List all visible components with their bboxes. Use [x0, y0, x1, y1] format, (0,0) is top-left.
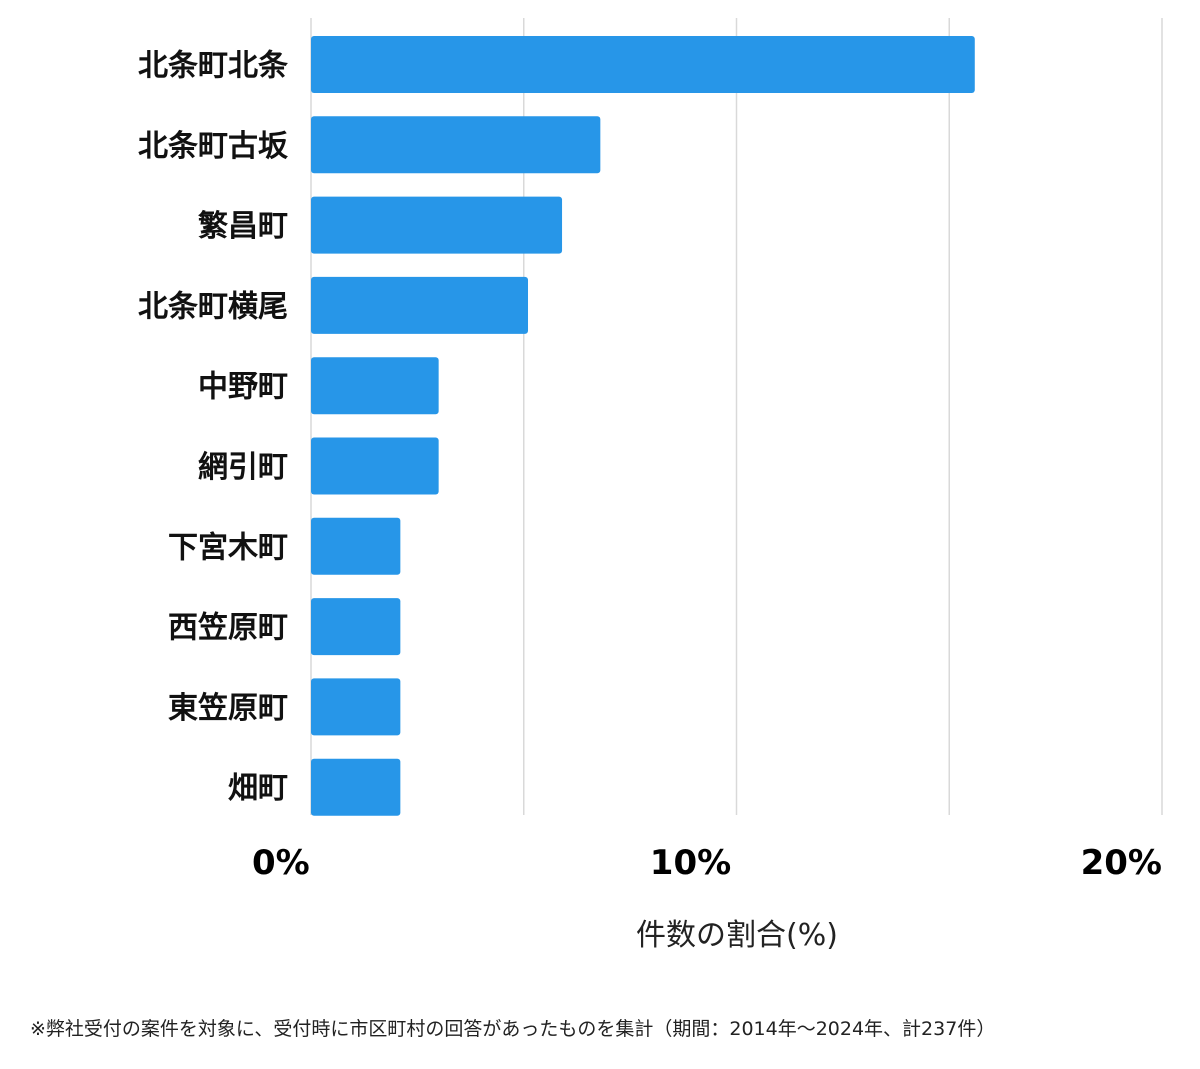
bar: [311, 437, 439, 495]
bar: [311, 678, 401, 736]
category-label: 北条町北条: [138, 49, 288, 84]
bar: [311, 116, 601, 174]
category-label: 中野町: [198, 370, 288, 405]
bar: [311, 517, 401, 575]
bar: [311, 196, 563, 254]
category-label: 北条町古坂: [138, 129, 288, 164]
category-label: 繁昌町: [198, 209, 288, 244]
category-label: 北条町横尾: [138, 289, 288, 324]
footnote: ※弊社受付の案件を対象に、受付時に市区町村の回答があったものを集計（期間：201…: [30, 1018, 996, 1040]
x-axis-title: 件数の割合(%): [636, 918, 838, 953]
category-label: 西笠原町: [168, 611, 288, 646]
bar: [311, 357, 439, 415]
x-tick-label: 10%: [650, 843, 731, 883]
bar: [311, 36, 975, 93]
bar: [311, 276, 529, 334]
category-label: 網引町: [198, 450, 288, 485]
x-tick-label: 0%: [252, 843, 310, 883]
category-label: 畑町: [228, 771, 288, 806]
x-tick-label: 20%: [1081, 843, 1162, 883]
bar: [311, 758, 401, 816]
x-tick-labels: 0% 10% 20%: [252, 843, 1162, 883]
category-label: 下宮木町: [168, 530, 288, 565]
category-label: 東笠原町: [168, 691, 288, 726]
bar: [311, 598, 401, 656]
bars: [311, 36, 975, 816]
